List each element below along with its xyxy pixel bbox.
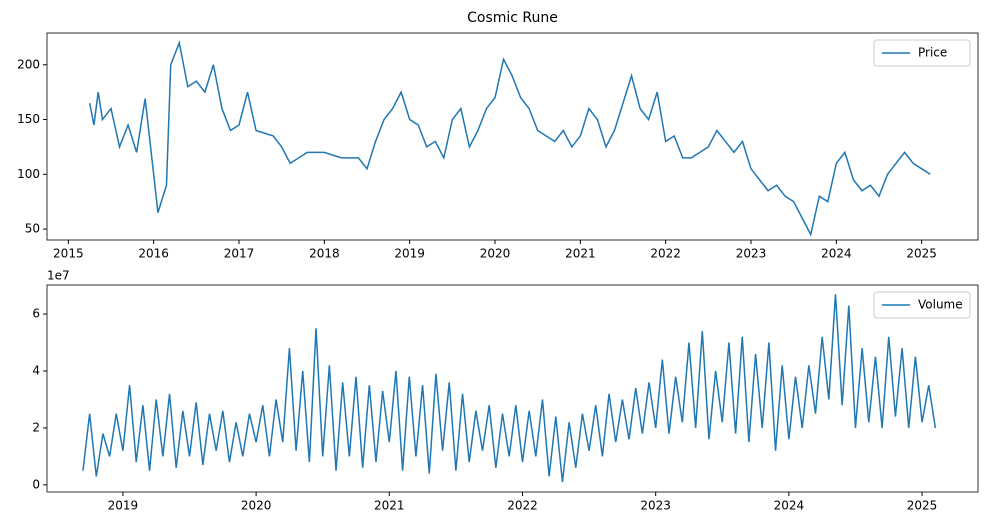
- y-offset-label: 1e7: [47, 269, 70, 283]
- x-tick-label: 2020: [241, 499, 272, 513]
- x-tick-label: 2025: [906, 247, 937, 261]
- legend-box: [873, 291, 971, 319]
- x-tick-label: 2019: [394, 247, 425, 261]
- y-tick-label: 50: [25, 222, 40, 236]
- x-tick-label: 2021: [374, 499, 405, 513]
- x-tick-label: 2020: [480, 247, 511, 261]
- legend-label: Volume: [918, 298, 963, 312]
- y-tick-label: 200: [17, 57, 40, 71]
- axes-frame: [46, 32, 979, 241]
- x-tick-label: 2024: [774, 499, 805, 513]
- y-tick-label: 150: [17, 112, 40, 126]
- x-tick-label: 2021: [565, 247, 596, 261]
- legend-label: Price: [918, 46, 947, 60]
- y-tick-label: 0: [32, 477, 40, 491]
- x-tick-label: 2015: [53, 247, 84, 261]
- axes-frame: [46, 284, 979, 493]
- y-tick-label: 100: [17, 167, 40, 181]
- x-tick-label: 2019: [108, 499, 139, 513]
- x-tick-label: 2018: [309, 247, 340, 261]
- chart-title: Cosmic Rune: [467, 10, 558, 26]
- x-tick-label: 2025: [907, 499, 938, 513]
- y-tick-label: 2: [32, 420, 40, 434]
- x-tick-label: 2017: [224, 247, 255, 261]
- y-tick-label: 6: [32, 307, 40, 321]
- legend-box: [873, 39, 971, 67]
- x-tick-label: 2024: [821, 247, 852, 261]
- x-tick-label: 2022: [650, 247, 681, 261]
- x-tick-label: 2016: [138, 247, 169, 261]
- y-tick-label: 4: [32, 363, 40, 377]
- price-line: [88, 40, 931, 237]
- x-tick-label: 2023: [736, 247, 767, 261]
- x-tick-label: 2022: [507, 499, 538, 513]
- price-line: [82, 294, 937, 483]
- x-tick-label: 2023: [640, 499, 671, 513]
